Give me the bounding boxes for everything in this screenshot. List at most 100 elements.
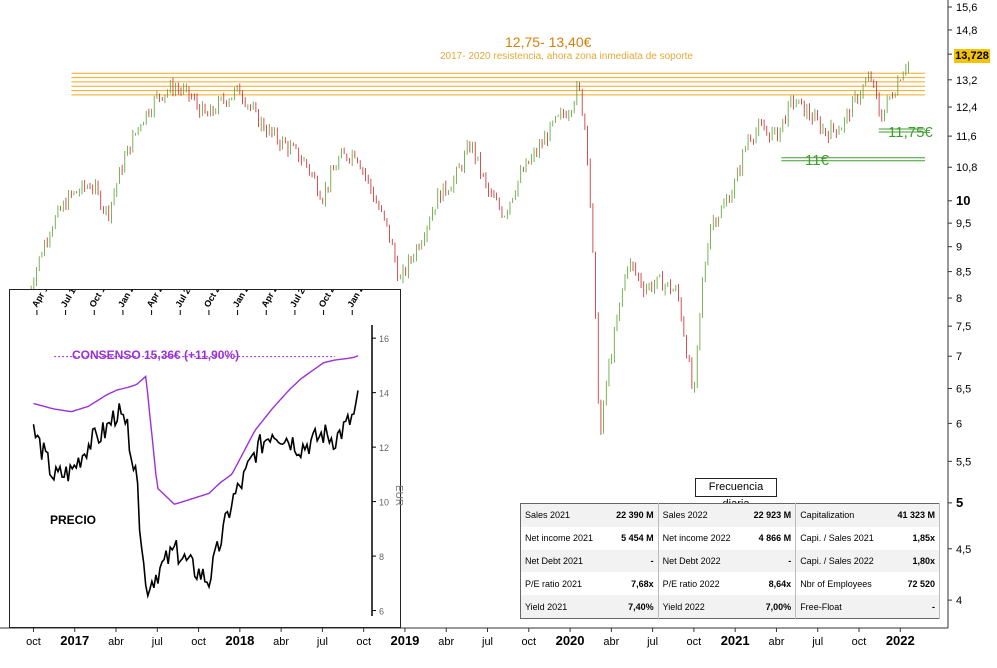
y-tick-label: 9,5 [956,218,971,230]
x-tick-label: abr [603,636,619,648]
table-cell-value: 1,85x [887,526,940,550]
table-cell-value: 72 520 [887,572,940,596]
x-tick-label: 2021 [721,633,750,648]
y-tick-label: 4,5 [956,544,971,556]
table-cell-value: 22 390 M [606,503,659,527]
x-tick-label: oct [852,636,867,648]
table-cell-label: Capitalization [795,503,888,527]
inset-y-tick-label: 12 [379,443,389,453]
y-tick-label: 13,2 [956,75,977,87]
table-cell-value: - [887,595,940,619]
y-tick-label: 4 [956,595,962,607]
table-cell-value: 1,80x [887,549,940,573]
table-row: P/E ratio 2021 7,68x P/E ratio 2022 8,64x Nb… [521,572,940,596]
table-cell-label: P/E ratio 2021 [525,578,583,589]
price-line [32,390,359,599]
y-tick-label: 6 [956,418,962,430]
y-tick-label: 7,5 [956,321,971,333]
resistance-note: 2017- 2020 resistencia, ahora zona inmed… [440,51,693,62]
fundamentals-table: Sales 2021 22 390 M Sales 2022 22 923 M Capi… [520,503,940,619]
frequency-box: Frecuencia diaria [695,478,777,510]
inset-x-tick-label: Apr 19 [30,290,53,309]
inset-y-tick-label: 16 [379,334,389,344]
y-tick-label: 10,8 [956,162,977,174]
table-row: Net Debt 2021- Net Debt 2022- Capi. / Sale… [520,549,940,573]
inset-y-tick-label: 14 [379,389,389,399]
x-tick-label: oct [687,636,702,648]
x-tick-label: oct [191,636,206,648]
x-tick-label: 2019 [390,633,419,648]
table-cell-value: 5 454 M [606,526,659,550]
inset-x-tick-label: Jan 21 [231,290,254,309]
table-cell-label: Capi. / Sales 2022 [795,549,888,573]
table-cell-label: Net Debt 2021 [520,549,607,573]
x-tick-label: abr [438,636,454,648]
table-cell-label: Net Debt 2022 [658,549,745,573]
y-tick-label: 5,5 [956,456,971,468]
table-cell-label: P/E ratio 2022 [662,578,720,589]
table-cell-label: Nbr of Employees [800,578,872,589]
inset-x-tick-label: Jul 20 [173,290,194,309]
table-cell-label: Capi. / Sales 2021 [800,533,874,544]
inset-x-tick-label: Jul 19 [59,290,80,309]
inset-x-tick-label: Jan 20 [116,290,139,309]
x-tick-label: oct [26,636,41,648]
inset-x-tick-label: Oct 21 [317,290,339,309]
x-tick-label: oct [521,636,536,648]
table-row: Yield 2021 7,40% Yield 2022 7,00% Free-Float… [520,595,940,619]
y-tick-label: 9 [956,242,962,254]
y-tick-label: 8,5 [956,267,971,279]
resistance-range-label: 12,75- 13,40€ [505,34,592,50]
x-tick-label: jul [316,636,328,648]
y-tick-label: 8 [956,293,962,305]
inset-x-tick-label: Apr 21 [259,290,282,309]
x-tick-label: 2017 [60,633,89,648]
consensus-label: CONSENSO 15,36€ (+11,90%) [72,348,240,362]
x-tick-label: 2018 [225,633,254,648]
y-tick-label: 10 [956,193,970,208]
inset-x-tick-label: Oct 20 [202,290,224,309]
inset-y-tick-label: 8 [379,552,384,562]
y-tick-label: 15,6 [956,2,977,14]
y-tick-label: 11,6 [956,131,977,143]
table-cell-label: Free-Float [795,595,888,619]
inset-x-tick-label: Jul 21 [288,290,309,309]
y-tick-label: 12,4 [956,102,977,114]
y-tick-label: 7 [956,351,962,363]
table-cell-value: 41 323 M [887,503,940,527]
table-cell-value: - [606,549,659,573]
x-tick-label: abr [108,636,124,648]
inset-y-tick-label: 10 [379,498,389,508]
x-tick-label: 2022 [886,633,915,648]
support-label-11: 11€ [805,152,829,169]
inset-x-tick-label: Apr 20 [145,290,168,309]
x-tick-label: abr [273,636,289,648]
x-tick-label: oct [356,636,371,648]
table-cell-label: Yield 2022 [658,595,745,619]
x-tick-label: jul [481,636,493,648]
x-tick-label: jul [811,636,823,648]
consensus-line [33,354,359,505]
table-cell-label: Net income 2022 [662,533,731,544]
x-tick-label: jul [646,636,658,648]
consensus-inset-chart: 16 14 12 10 8 6 Apr 19 Jul 19 Oct 19 Jan 20 Apr 20… [9,289,405,628]
inset-x-tick-label: Oct 19 [87,290,109,309]
y-tick-label: 5 [956,495,963,510]
y-tick-label: 6,5 [956,384,971,396]
table-cell-value: 7,00% [744,595,797,619]
table-cell-value: 4 866 M [744,526,797,550]
inset-y-tick-label: 6 [379,607,384,617]
table-cell-value: 22 923 M [744,503,797,527]
inset-axis-unit-label: EUR [393,484,405,507]
table-row: Net income 2021 5 454 M Net income 2022 4 8… [521,526,940,550]
price-label: PRECIO [50,513,97,527]
table-cell-label: Sales 2022 [658,503,745,527]
x-tick-label: abr [768,636,784,648]
table-cell-value: - [744,549,797,573]
table-row: Sales 2021 22 390 M Sales 2022 22 923 M Capi… [520,503,940,527]
inset-x-tick-label: Jan 22 [345,290,368,309]
support-label-1175: 11,75€ [888,124,933,141]
table-cell-value: 8,64x [744,572,797,596]
last-price-tag: 13,728 [954,49,990,63]
